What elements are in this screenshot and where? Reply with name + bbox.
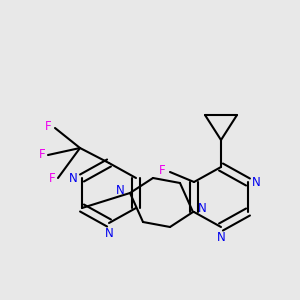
Text: N: N [252,176,261,188]
Text: F: F [38,148,45,161]
Text: N: N [69,172,78,184]
Text: N: N [105,227,113,240]
Text: F: F [159,164,166,176]
Text: F: F [48,172,55,185]
Text: F: F [45,121,52,134]
Text: N: N [116,184,125,196]
Text: N: N [198,202,207,215]
Text: N: N [217,231,225,244]
